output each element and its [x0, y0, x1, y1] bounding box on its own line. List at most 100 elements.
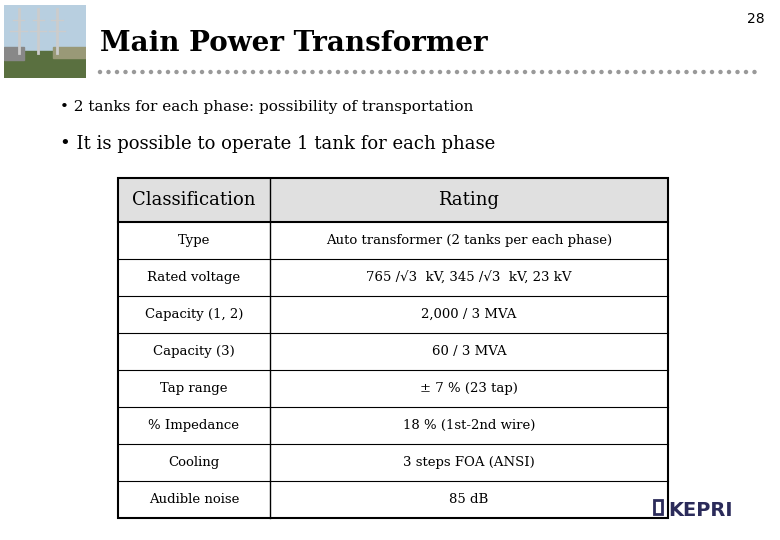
Circle shape — [549, 71, 552, 73]
Circle shape — [235, 71, 237, 73]
Circle shape — [566, 71, 569, 73]
Circle shape — [736, 71, 739, 73]
Circle shape — [532, 71, 535, 73]
Text: 3 steps FOA (ANSI): 3 steps FOA (ANSI) — [403, 456, 535, 469]
Bar — [4, 5, 86, 53]
Circle shape — [133, 71, 136, 73]
Text: ± 7 % (23 tap): ± 7 % (23 tap) — [420, 382, 518, 395]
Circle shape — [464, 71, 467, 73]
Circle shape — [388, 71, 391, 73]
Circle shape — [753, 71, 756, 73]
Circle shape — [591, 71, 594, 73]
Text: 2,000 / 3 MVA: 2,000 / 3 MVA — [421, 308, 516, 321]
Circle shape — [660, 71, 662, 73]
Circle shape — [294, 71, 297, 73]
Circle shape — [150, 71, 153, 73]
Text: 18 % (1st-2nd wire): 18 % (1st-2nd wire) — [402, 419, 535, 432]
Circle shape — [608, 71, 612, 73]
Text: Classification: Classification — [133, 191, 256, 209]
Circle shape — [413, 71, 416, 73]
Circle shape — [200, 71, 204, 73]
Circle shape — [719, 71, 722, 73]
Text: Tap range: Tap range — [160, 382, 228, 395]
Circle shape — [336, 71, 339, 73]
Circle shape — [506, 71, 509, 73]
Text: 765 /√3  kV, 345 /√3  kV, 23 kV: 765 /√3 kV, 345 /√3 kV, 23 kV — [367, 271, 572, 284]
Circle shape — [498, 71, 501, 73]
Circle shape — [218, 71, 221, 73]
Circle shape — [626, 71, 629, 73]
Circle shape — [251, 71, 254, 73]
Circle shape — [744, 71, 747, 73]
Circle shape — [328, 71, 331, 73]
Text: 85 dB: 85 dB — [449, 493, 488, 506]
Circle shape — [651, 71, 654, 73]
Circle shape — [243, 71, 246, 73]
Text: KEPRI: KEPRI — [668, 501, 732, 519]
Circle shape — [345, 71, 348, 73]
Circle shape — [115, 71, 119, 73]
Circle shape — [600, 71, 603, 73]
Circle shape — [285, 71, 289, 73]
Circle shape — [643, 71, 646, 73]
Circle shape — [166, 71, 169, 73]
Text: Rating: Rating — [438, 191, 499, 209]
Circle shape — [668, 71, 671, 73]
Circle shape — [175, 71, 178, 73]
Circle shape — [277, 71, 280, 73]
Circle shape — [396, 71, 399, 73]
Circle shape — [617, 71, 620, 73]
Circle shape — [702, 71, 705, 73]
Circle shape — [362, 71, 365, 73]
Circle shape — [728, 71, 731, 73]
Circle shape — [107, 71, 110, 73]
Circle shape — [541, 71, 544, 73]
Circle shape — [268, 71, 271, 73]
Circle shape — [311, 71, 314, 73]
Text: Cooling: Cooling — [168, 456, 220, 469]
Circle shape — [634, 71, 637, 73]
Circle shape — [226, 71, 229, 73]
Text: Audible noise: Audible noise — [149, 493, 239, 506]
Bar — [654, 500, 662, 514]
Circle shape — [583, 71, 586, 73]
Circle shape — [456, 71, 459, 73]
Circle shape — [158, 71, 161, 73]
Circle shape — [303, 71, 306, 73]
Text: Type: Type — [178, 234, 210, 247]
Circle shape — [192, 71, 195, 73]
Circle shape — [685, 71, 688, 73]
Circle shape — [676, 71, 679, 73]
Circle shape — [575, 71, 577, 73]
Text: Main Power Transformer: Main Power Transformer — [100, 30, 488, 57]
Circle shape — [141, 71, 144, 73]
Circle shape — [405, 71, 407, 73]
Text: 28: 28 — [747, 12, 765, 26]
Text: 60 / 3 MVA: 60 / 3 MVA — [431, 345, 506, 358]
Circle shape — [183, 71, 186, 73]
Circle shape — [98, 71, 101, 73]
Circle shape — [481, 71, 484, 73]
Circle shape — [209, 71, 212, 73]
Circle shape — [523, 71, 526, 73]
Circle shape — [124, 71, 127, 73]
Circle shape — [693, 71, 697, 73]
Bar — [118, 178, 668, 518]
Circle shape — [379, 71, 382, 73]
Circle shape — [558, 71, 561, 73]
Bar — [118, 178, 668, 222]
Text: Auto transformer (2 tanks per each phase): Auto transformer (2 tanks per each phase… — [326, 234, 612, 247]
Circle shape — [430, 71, 433, 73]
Text: Rated voltage: Rated voltage — [147, 271, 240, 284]
Circle shape — [438, 71, 441, 73]
Circle shape — [515, 71, 518, 73]
Text: % Impedance: % Impedance — [148, 419, 239, 432]
Text: Capacity (1, 2): Capacity (1, 2) — [145, 308, 243, 321]
Circle shape — [473, 71, 476, 73]
Bar — [4, 47, 24, 60]
Circle shape — [421, 71, 424, 73]
Text: • It is possible to operate 1 tank for each phase: • It is possible to operate 1 tank for e… — [60, 135, 495, 153]
Circle shape — [320, 71, 322, 73]
Circle shape — [711, 71, 714, 73]
Circle shape — [353, 71, 356, 73]
